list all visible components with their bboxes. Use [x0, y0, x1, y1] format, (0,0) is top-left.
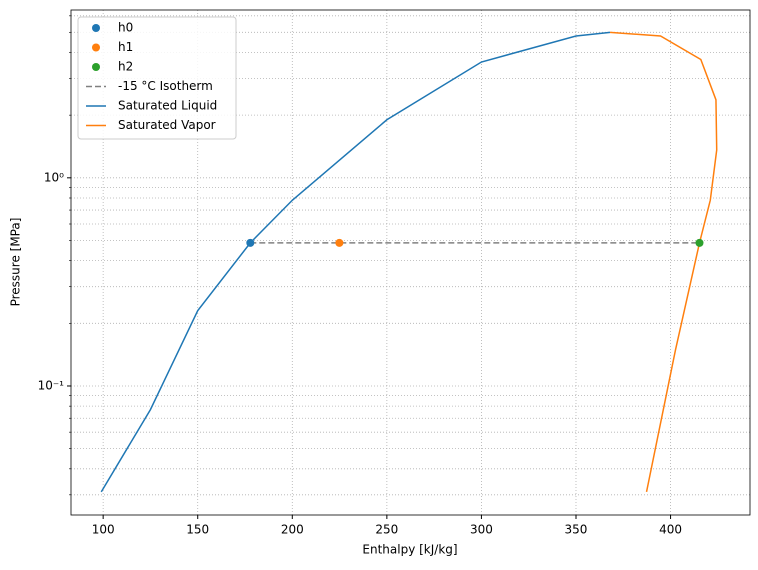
legend-label: h2 [118, 60, 133, 74]
legend-label: Saturated Vapor [118, 118, 216, 132]
y-tick-label: 10⁰ [44, 170, 64, 184]
x-tick-label: 100 [92, 523, 115, 537]
x-tick-label: 400 [659, 523, 682, 537]
series-line [100, 31, 611, 493]
legend-marker [92, 63, 100, 71]
scatter-point [695, 238, 704, 247]
legend-box [77, 16, 237, 140]
legend-marker [92, 43, 100, 52]
y-axis-label: Pressure [MPa] [9, 218, 23, 307]
x-tick-label: 250 [375, 523, 398, 537]
x-tick-label: 200 [281, 523, 304, 537]
scatter-point [246, 238, 255, 247]
legend-label: h1 [118, 40, 133, 54]
x-tick-label: 350 [565, 523, 588, 537]
series-line [609, 31, 718, 493]
scatter-point [335, 238, 344, 247]
legend-label: h0 [118, 21, 133, 35]
legend-label: Saturated Liquid [118, 99, 217, 113]
legend-marker [92, 24, 100, 32]
x-axis-label: Enthalpy [kJ/kg] [362, 543, 457, 557]
x-tick-label: 150 [186, 523, 209, 537]
plot-frame [70, 9, 751, 516]
x-tick-label: 300 [470, 523, 493, 537]
y-tick-label: 10⁻¹ [38, 378, 65, 392]
legend-label: -15 °C Isotherm [118, 79, 213, 93]
